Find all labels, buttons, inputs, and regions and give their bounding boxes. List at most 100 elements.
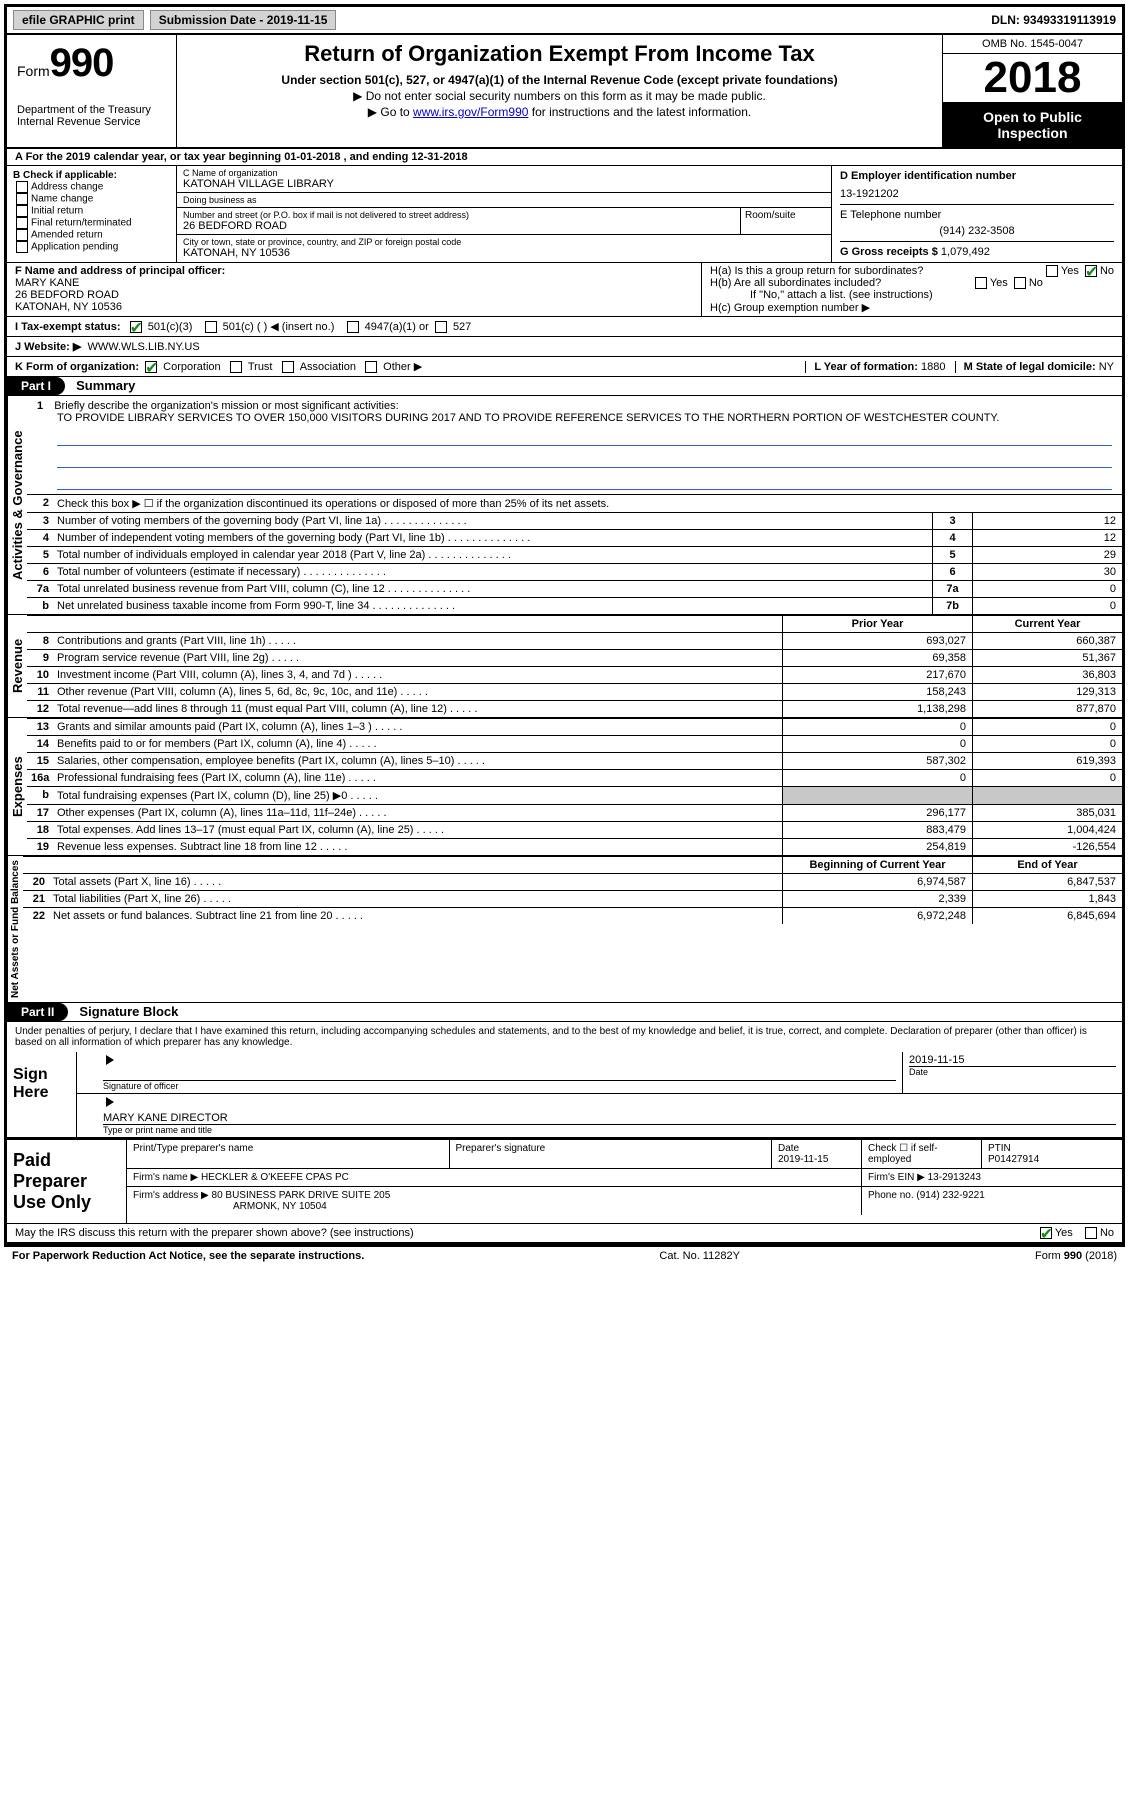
dba-label: Doing business as [183,195,825,205]
chk-final-return[interactable]: Final return/terminated [13,217,170,229]
prep-self-emp[interactable]: Check ☐ if self-employed [862,1140,982,1168]
website-value: WWW.WLS.LIB.NY.US [87,341,199,353]
part-i-tag: Part I [7,377,65,395]
line-2-desc: Check this box ▶ ☐ if the organization d… [53,495,1122,512]
sign-mid: Signature of officer 2019-11-15 Date MAR… [77,1052,1122,1137]
chk-other[interactable] [365,361,377,373]
line-19: 19Revenue less expenses. Subtract line 1… [27,838,1122,855]
col-b-title: B Check if applicable: [13,170,117,181]
chk-501c[interactable] [205,321,217,333]
ruled-line [57,452,1112,468]
group-return-block: H(a) Is this a group return for subordin… [702,263,1122,316]
preparer-title: Paid Preparer Use Only [7,1140,127,1223]
line-16a: 16aProfessional fundraising fees (Part I… [27,769,1122,786]
line-11: 11Other revenue (Part VIII, column (A), … [27,683,1122,700]
pra-notice: For Paperwork Reduction Act Notice, see … [12,1250,364,1262]
chk-amended[interactable]: Amended return [13,229,170,241]
tel-label: E Telephone number [840,209,941,221]
pycy-header: Prior Year Current Year [27,615,1122,632]
prep-name-label: Print/Type preparer's name [127,1140,450,1168]
chk-name-change[interactable]: Name change [13,193,170,205]
row-j: J Website: ▶ WWW.WLS.LIB.NY.US [7,337,1122,357]
chk-address-change[interactable]: Address change [13,181,170,193]
line-15: 15Salaries, other compensation, employee… [27,752,1122,769]
i-label: I Tax-exempt status: [15,321,121,333]
city-row: City or town, state or province, country… [177,235,831,261]
street-value: 26 BEDFORD ROAD [183,220,734,232]
header-right: OMB No. 1545-0047 2018 Open to Public In… [942,35,1122,147]
submission-date: Submission Date - 2019-11-15 [150,10,337,30]
header-left: Form990 Department of the Treasury Inter… [7,35,177,147]
governance-body: 1 Briefly describe the organization's mi… [27,396,1122,614]
form-ref: Form 990 (2018) [1035,1250,1117,1262]
chk-trust[interactable] [230,361,242,373]
street-label: Number and street (or P.O. box if mail i… [183,210,734,220]
chk-association[interactable] [282,361,294,373]
line-13: 13Grants and similar amounts paid (Part … [27,718,1122,735]
sign-here-label: Sign Here [7,1052,77,1137]
irs-link[interactable]: www.irs.gov/Form990 [413,105,528,119]
officer-name-title: MARY KANE DIRECTOR [103,1112,1116,1125]
prep-line-1: Print/Type preparer's name Preparer's si… [127,1140,1122,1169]
l-label: L Year of formation: [814,361,918,373]
line-10: 10Investment income (Part VIII, column (… [27,666,1122,683]
k-label: K Form of organization: [15,361,139,373]
top-bar: efile GRAPHIC print Submission Date - 20… [7,7,1122,35]
prep-sig-label: Preparer's signature [450,1140,773,1168]
line-20: 20Total assets (Part X, line 16) . . . .… [23,873,1122,890]
chk-527[interactable] [435,321,447,333]
expenses-block: Expenses 13Grants and similar amounts pa… [7,718,1122,856]
col-b: B Check if applicable: Address change Na… [7,166,177,262]
line-21: 21Total liabilities (Part X, line 26) . … [23,890,1122,907]
chk-501c3[interactable] [130,321,142,333]
line-8: 8Contributions and grants (Part VIII, li… [27,632,1122,649]
header-title-block: Return of Organization Exempt From Incom… [177,35,942,147]
hc-label: H(c) Group exemption number ▶ [710,301,1114,314]
vert-revenue: Revenue [7,615,27,717]
gov-line-3: 3Number of voting members of the governi… [27,512,1122,529]
j-label: J Website: ▶ [15,340,81,353]
chk-application-pending[interactable]: Application pending [13,241,170,253]
firm-name: HECKLER & O'KEEFE CPAS PC [201,1172,349,1183]
chk-corporation[interactable] [145,361,157,373]
dln: DLN: 93493319113919 [991,13,1116,27]
ha-label: H(a) Is this a group return for subordin… [710,265,923,277]
officer-addr1: 26 BEDFORD ROAD [15,289,119,301]
chk-4947[interactable] [347,321,359,333]
net-assets-block: Net Assets or Fund Balances Beginning of… [7,856,1122,1003]
ruled-line [57,430,1112,446]
goto-post: for instructions and the latest informat… [528,105,751,119]
gov-line-5: 5Total number of individuals employed in… [27,546,1122,563]
l-value: 1880 [921,361,945,373]
ha-no[interactable] [1085,265,1097,277]
line-2: 2 Check this box ▶ ☐ if the organization… [27,494,1122,512]
hb-no[interactable] [1014,277,1026,289]
preparer-block: Paid Preparer Use Only Print/Type prepar… [7,1138,1122,1223]
firm-ein: 13-2913243 [928,1172,981,1183]
form-word: Form [17,63,50,79]
mission-num: 1 [37,400,43,412]
gov-line-7a: 7aTotal unrelated business revenue from … [27,580,1122,597]
chk-initial-return[interactable]: Initial return [13,205,170,217]
hb-yes[interactable] [975,277,987,289]
efile-button[interactable]: efile GRAPHIC print [13,10,144,30]
cat-no: Cat. No. 11282Y [659,1250,740,1262]
ha-yes[interactable] [1046,265,1058,277]
city-label: City or town, state or province, country… [183,237,825,247]
discuss-no[interactable] [1085,1227,1097,1239]
line-b: bTotal fundraising expenses (Part IX, co… [27,786,1122,804]
dba-row: Doing business as [177,193,831,208]
sig-date: 2019-11-15 [909,1054,1116,1066]
governance-block: Activities & Governance 1 Briefly descri… [7,396,1122,615]
org-name-label: C Name of organization [183,168,825,178]
f-label: F Name and address of principal officer: [15,265,225,277]
prep-line-2: Firm's name ▶ HECKLER & O'KEEFE CPAS PC … [127,1169,1122,1187]
tel-block: E Telephone number (914) 232-3508 [840,204,1114,237]
line-14: 14Benefits paid to or for members (Part … [27,735,1122,752]
form-container: efile GRAPHIC print Submission Date - 20… [4,4,1125,1246]
firm-addr2: ARMONK, NY 10504 [133,1201,327,1212]
firm-name-label: Firm's name ▶ [133,1172,198,1183]
discuss-yes[interactable] [1040,1227,1052,1239]
gross-label: G Gross receipts $ [840,246,938,258]
section-bcd: B Check if applicable: Address change Na… [7,166,1122,263]
